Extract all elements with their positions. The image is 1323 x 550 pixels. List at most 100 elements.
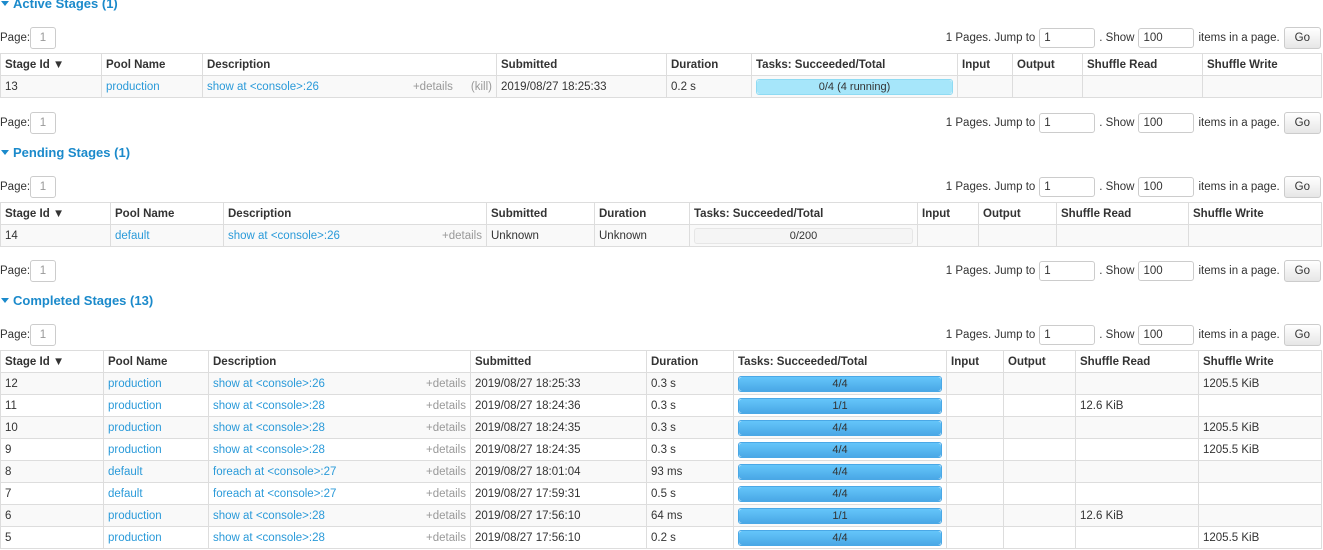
submitted: 2019/08/27 18:24:36 <box>470 394 647 417</box>
column-header[interactable]: Tasks: Succeeded/Total <box>751 53 958 76</box>
description-link[interactable]: foreach at <console>:27 <box>213 487 337 500</box>
go-button[interactable]: Go <box>1283 176 1321 198</box>
description-link[interactable]: show at <console>:26 <box>213 377 325 390</box>
column-header[interactable]: Shuffle Write <box>1198 350 1322 373</box>
column-header[interactable]: Tasks: Succeeded/Total <box>689 202 918 225</box>
column-header[interactable]: Submitted <box>496 53 667 76</box>
column-header[interactable]: Tasks: Succeeded/Total <box>733 350 947 373</box>
pool-name-link[interactable]: production <box>108 531 162 544</box>
description-link[interactable]: show at <console>:28 <box>213 399 325 412</box>
go-button[interactable]: Go <box>1283 324 1321 346</box>
description-link[interactable]: show at <console>:28 <box>213 443 325 456</box>
jump-to-page-input[interactable] <box>1039 177 1096 197</box>
column-header[interactable]: Duration <box>594 202 690 225</box>
column-header[interactable]: Pool Name <box>103 350 209 373</box>
shuffle-read <box>1075 416 1199 439</box>
page-number-button[interactable]: 1 <box>30 27 56 49</box>
column-header[interactable]: Duration <box>646 350 734 373</box>
description-link[interactable]: show at <console>:26 <box>207 80 319 93</box>
page-size-input[interactable] <box>1138 325 1195 345</box>
column-header[interactable]: Output <box>1012 53 1083 76</box>
submitted: 2019/08/27 18:25:33 <box>496 75 667 98</box>
description-link[interactable]: show at <console>:28 <box>213 531 325 544</box>
go-button[interactable]: Go <box>1283 27 1321 49</box>
column-header[interactable]: Description <box>202 53 497 76</box>
details-toggle[interactable]: +details <box>426 509 466 522</box>
details-toggle[interactable]: +details <box>442 229 482 242</box>
tasks-cell: 1/1 <box>733 394 947 417</box>
column-header[interactable]: Submitted <box>486 202 595 225</box>
column-header[interactable]: Shuffle Read <box>1082 53 1203 76</box>
pool-name-link[interactable]: default <box>108 465 143 478</box>
page-size-input[interactable] <box>1138 177 1195 197</box>
column-header[interactable]: Shuffle Read <box>1075 350 1199 373</box>
page-size-input[interactable] <box>1138 113 1195 133</box>
jump-to-page-input[interactable] <box>1039 261 1096 281</box>
description-link[interactable]: show at <console>:26 <box>228 229 340 242</box>
pending-stages-heading[interactable]: Pending Stages (1) <box>0 145 130 160</box>
column-header[interactable]: Shuffle Read <box>1056 202 1189 225</box>
description-link[interactable]: foreach at <console>:27 <box>213 465 337 478</box>
page-size-input[interactable] <box>1138 261 1195 281</box>
column-header[interactable]: Duration <box>666 53 752 76</box>
page-label: Page: <box>0 32 31 44</box>
shuffle-write <box>1198 394 1322 417</box>
details-toggle[interactable]: +details <box>426 465 466 478</box>
shuffle-write: 1205.5 KiB <box>1198 526 1322 549</box>
pool-name-link[interactable]: production <box>108 399 162 412</box>
description-link[interactable]: show at <console>:28 <box>213 509 325 522</box>
column-header[interactable]: Input <box>946 350 1004 373</box>
pool-name-link[interactable]: production <box>106 80 160 93</box>
jump-to-page-input[interactable] <box>1039 28 1096 48</box>
column-header[interactable]: Submitted <box>470 350 647 373</box>
page-number-button[interactable]: 1 <box>30 260 56 282</box>
table-row: 8 default +details foreach at <console>:27 2… <box>0 460 1322 483</box>
pool-name-link[interactable]: production <box>108 421 162 434</box>
column-header[interactable]: Shuffle Write <box>1188 202 1322 225</box>
description-link[interactable]: show at <console>:28 <box>213 421 325 434</box>
pool-name-link[interactable]: production <box>108 443 162 456</box>
kill-link[interactable]: (kill) <box>470 80 492 93</box>
details-toggle[interactable]: +details <box>426 377 466 390</box>
task-progress-bar: 1/1 <box>738 397 942 414</box>
jump-to-page-input[interactable] <box>1039 113 1096 133</box>
go-button[interactable]: Go <box>1283 112 1321 134</box>
column-header[interactable]: Stage Id ▼ <box>0 350 104 373</box>
output <box>1003 416 1076 439</box>
column-header[interactable]: Pool Name <box>110 202 224 225</box>
column-header[interactable]: Stage Id ▼ <box>0 53 102 76</box>
page-number-button[interactable]: 1 <box>30 176 56 198</box>
details-toggle[interactable]: +details <box>426 421 466 434</box>
column-header[interactable]: Stage Id ▼ <box>0 202 111 225</box>
active-stages-heading[interactable]: Active Stages (1) <box>0 0 118 11</box>
output <box>1003 372 1076 395</box>
column-header[interactable]: Input <box>957 53 1013 76</box>
pool-name-link[interactable]: production <box>108 377 162 390</box>
column-header[interactable]: Output <box>1003 350 1076 373</box>
pool-name-link[interactable]: production <box>108 509 162 522</box>
task-progress-text: 4/4 <box>832 377 848 390</box>
page-size-input[interactable] <box>1138 28 1195 48</box>
task-progress-bar: 4/4 <box>738 529 942 546</box>
details-toggle[interactable]: +details <box>426 487 466 500</box>
details-toggle[interactable]: +details <box>426 399 466 412</box>
column-header[interactable]: Pool Name <box>101 53 203 76</box>
pool-name-link[interactable]: default <box>115 229 150 242</box>
stage-id: 13 <box>0 75 102 98</box>
jump-to-page-input[interactable] <box>1039 325 1096 345</box>
column-header[interactable]: Input <box>917 202 979 225</box>
column-header[interactable]: Shuffle Write <box>1202 53 1322 76</box>
column-header[interactable]: Description <box>223 202 487 225</box>
page-number-button[interactable]: 1 <box>30 112 56 134</box>
go-button[interactable]: Go <box>1283 260 1321 282</box>
table-row: 5 production +details show at <console>:28 2… <box>0 526 1322 549</box>
description-cell: +details show at <console>:28 <box>208 394 471 417</box>
pool-name-link[interactable]: default <box>108 487 143 500</box>
details-toggle[interactable]: +details <box>426 531 466 544</box>
column-header[interactable]: Output <box>978 202 1057 225</box>
page-number-button[interactable]: 1 <box>30 324 56 346</box>
details-toggle[interactable]: +details <box>412 80 453 93</box>
completed-stages-heading[interactable]: Completed Stages (13) <box>0 293 153 308</box>
details-toggle[interactable]: +details <box>426 443 466 456</box>
column-header[interactable]: Description <box>208 350 471 373</box>
